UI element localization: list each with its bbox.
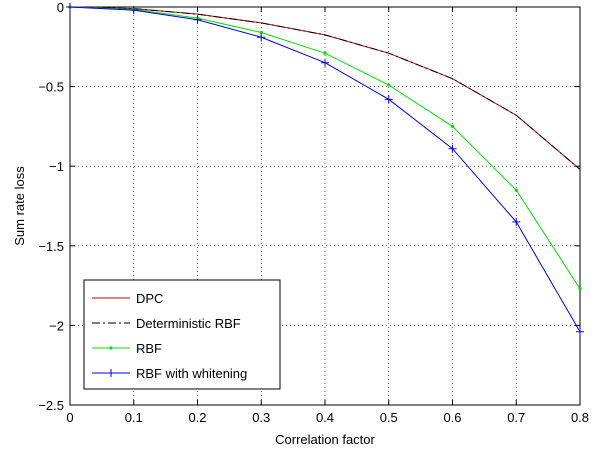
data-point-plus [321, 58, 329, 67]
data-point-plus [129, 6, 138, 15]
data-point-plus [193, 15, 202, 24]
data-point-plus [512, 217, 521, 226]
data-point-dot [450, 124, 455, 128]
data-point-plus [384, 95, 393, 104]
x-tick-label: 0 [66, 410, 73, 425]
data-point-plus [107, 369, 115, 377]
y-tick-label: −2 [49, 318, 64, 333]
y-tick-label: −2.5 [38, 398, 64, 413]
legend: DPC Deterministic RBF RBF RBF with whitenin… [83, 279, 281, 390]
data-point-plus [66, 3, 74, 11]
legend-label: RBF [136, 341, 162, 356]
data-point-dot [259, 30, 263, 35]
series-lines [66, 3, 584, 336]
x-tick-label: 0.6 [443, 410, 461, 425]
y-tick-label: −0.5 [38, 80, 64, 95]
data-point-plus [257, 33, 266, 42]
series-1 [69, 6, 581, 170]
data-point-plus [448, 144, 457, 153]
y-axis-title: Sum rate loss [12, 166, 27, 246]
x-axis-title: Correlation factor [275, 432, 375, 447]
data-point-dot [578, 287, 582, 291]
x-tick-label: 0.7 [507, 410, 525, 425]
x-tick-label: 0.1 [125, 410, 143, 425]
legend-label: DPC [136, 291, 163, 306]
x-tick-label: 0.3 [252, 410, 270, 425]
axis-ticks: 0 0.1 0.2 0.3 0.4 0.5 0.6 0.7 0.8 0 −0.5 −1 −1.5 −2 −2… [38, 0, 589, 425]
x-tick-label: 0.4 [316, 410, 334, 425]
x-tick-label: 0.8 [571, 410, 589, 425]
data-point-plus [576, 327, 584, 336]
legend-label: Deterministic RBF [136, 316, 241, 331]
series-3 [66, 3, 584, 336]
data-point-dot [514, 188, 518, 192]
data-point-dot [323, 51, 327, 55]
x-tick-label: 0.5 [380, 410, 398, 425]
y-tick-label: −1.5 [38, 239, 64, 254]
series-line [69, 6, 581, 170]
data-point-dot [109, 346, 113, 350]
y-tick-label: −1 [49, 159, 64, 174]
series-2 [68, 5, 582, 291]
x-tick-label: 0.2 [188, 410, 206, 425]
y-tick-label: 0 [57, 0, 64, 15]
legend-label: RBF with whitening [136, 366, 247, 381]
data-point-dot [387, 83, 391, 87]
